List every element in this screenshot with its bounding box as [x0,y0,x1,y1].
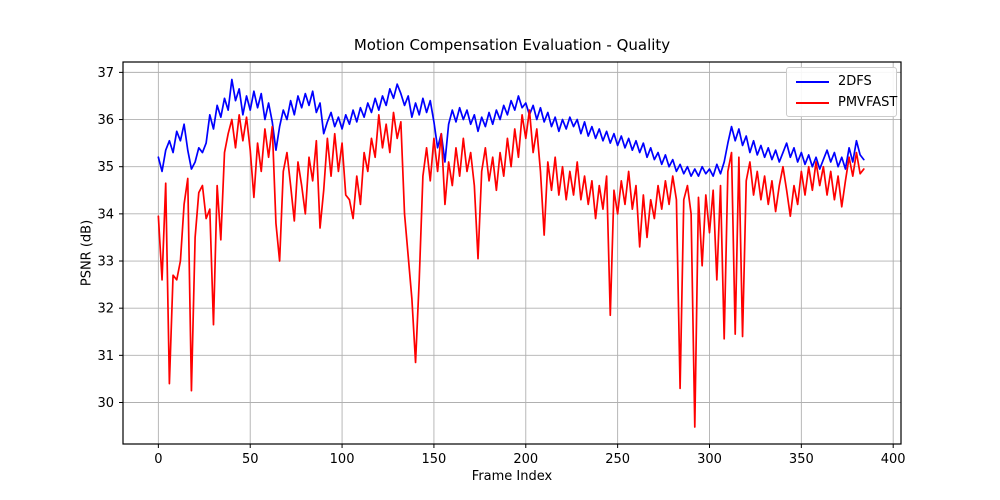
series-line-pmvfast [157,109,865,428]
x-tick-label: 250 [605,452,630,467]
y-tick-label: 31 [97,349,114,364]
y-tick-label: 35 [97,160,114,175]
y-tick-label: 36 [97,113,114,128]
series-line-2dfs [157,78,865,177]
y-tick-label: 30 [97,396,114,411]
plot-border [122,61,902,445]
x-tick-label: 300 [697,452,722,467]
y-tick-label: 32 [97,302,114,317]
x-tick-label: 350 [789,452,814,467]
y-tick-label: 33 [97,255,114,270]
y-tick-label: 34 [97,207,114,222]
legend-entry-pmvfast: PMVFAST [796,95,897,110]
chart-title: Motion Compensation Evaluation - Quality [353,36,671,54]
x-axis-label: Frame Index [471,469,553,484]
legend-entry-2dfs: 2DFS [796,74,886,89]
legend-label: 2DFS [838,74,872,89]
legend-label: PMVFAST [838,95,898,110]
x-tick-label: 0 [154,452,162,467]
x-tick-label: 100 [330,452,355,467]
legend-line-sample-blue [796,80,829,83]
x-tick-label: 150 [422,452,447,467]
legend-line-sample-red [796,101,829,104]
x-tick-label: 50 [242,452,259,467]
x-tick-label: 200 [513,452,538,467]
y-tick-label: 37 [97,66,114,81]
y-axis-label: PSNR (dB) [79,219,95,287]
x-tick-label: 400 [881,452,906,467]
legend: 2DFS PMVFAST [786,67,897,117]
